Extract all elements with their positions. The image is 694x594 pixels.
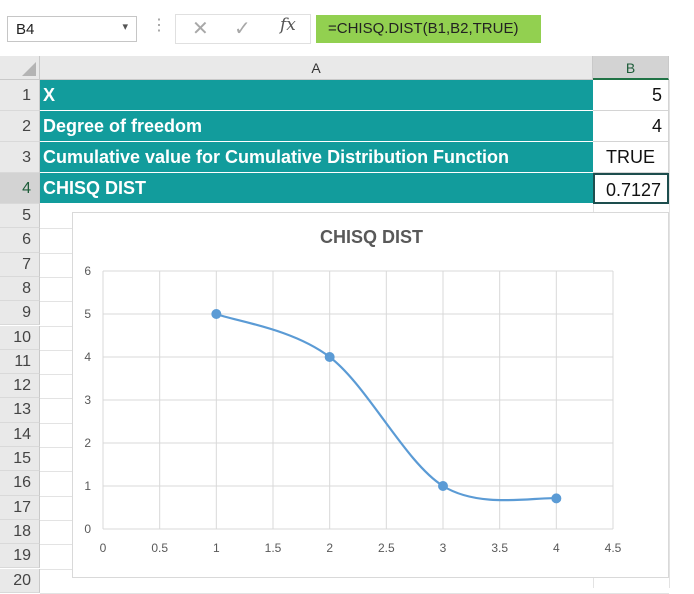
column-header-a[interactable]: A bbox=[40, 56, 593, 80]
row-header-16[interactable]: 16 bbox=[0, 471, 40, 496]
y-tick-label: 0 bbox=[84, 522, 91, 536]
row-header-14[interactable]: 14 bbox=[0, 422, 40, 447]
x-tick-label: 0.5 bbox=[151, 541, 168, 555]
series-line-0 bbox=[215, 312, 557, 502]
y-tick-label: 2 bbox=[84, 436, 91, 450]
row-header-4[interactable]: 4 bbox=[0, 173, 40, 204]
x-tick-label: 4 bbox=[553, 541, 560, 555]
x-tick-label: 2 bbox=[326, 541, 333, 555]
y-tick-label: 1 bbox=[84, 479, 91, 493]
formula-bar-buttons bbox=[175, 14, 311, 44]
select-all-icon bbox=[22, 62, 36, 76]
y-tick-label: 6 bbox=[84, 264, 91, 278]
row-header-17[interactable]: 17 bbox=[0, 495, 40, 520]
row-header-12[interactable]: 12 bbox=[0, 374, 40, 399]
row-header-7[interactable]: 7 bbox=[0, 252, 40, 277]
name-box[interactable]: B4 ▾ bbox=[7, 16, 137, 42]
x-tick-label: 3 bbox=[440, 541, 447, 555]
x-tick-label: 2.5 bbox=[378, 541, 395, 555]
enter-icon[interactable]: ✓ bbox=[234, 18, 251, 40]
chart[interactable]: 0 1 2 3 4 5 6 0 0.5 1 1.5 2 2.5 3 3.5 4 4.5 CHISQ DIST bbox=[72, 212, 669, 578]
cell-a3[interactable]: Cumulative value for Cumulative Distribu… bbox=[40, 142, 593, 173]
row-header-11[interactable]: 11 bbox=[0, 349, 40, 375]
chart-title: CHISQ DIST bbox=[319, 227, 423, 247]
x-tick-label: 4.5 bbox=[605, 541, 622, 555]
row-header-9[interactable]: 9 bbox=[0, 301, 40, 326]
formula-bar-grip-icon: ⋮ bbox=[151, 17, 167, 34]
cell-a4[interactable]: CHISQ DIST bbox=[40, 173, 593, 204]
cell-b1[interactable]: 5 bbox=[593, 80, 669, 111]
row-header-20[interactable]: 20 bbox=[0, 568, 40, 593]
row-header-1[interactable]: 1 bbox=[0, 80, 40, 111]
data-point-0-3 bbox=[551, 493, 562, 504]
row-header-6[interactable]: 6 bbox=[0, 228, 40, 253]
formula-input[interactable]: =CHISQ.DIST(B1,B2,TRUE) bbox=[316, 15, 541, 43]
x-tick-label: 1.5 bbox=[265, 541, 282, 555]
insert-function-icon[interactable]: fx bbox=[280, 15, 296, 35]
name-box-dropdown-icon[interactable]: ▾ bbox=[122, 21, 128, 33]
cancel-icon[interactable]: ✕ bbox=[192, 18, 209, 40]
column-divider-right bbox=[669, 80, 670, 588]
name-box-value: B4 bbox=[16, 21, 35, 38]
x-tick-label: 1 bbox=[213, 541, 220, 555]
data-point-0-0 bbox=[211, 309, 222, 319]
cell-b2[interactable]: 4 bbox=[593, 111, 669, 142]
row-header-8[interactable]: 8 bbox=[0, 276, 40, 302]
chart-plot: 0 1 2 3 4 5 6 0 0.5 1 1.5 2 2.5 3 3.5 4 4.5 bbox=[84, 264, 622, 555]
formula-bar: B4 ▾ ⋮ ✕ ✓ fx =CHISQ.DIST(B1,B2,TRUE) bbox=[0, 0, 694, 52]
row-header-19[interactable]: 19 bbox=[0, 544, 40, 569]
row-header-10[interactable]: 10 bbox=[0, 325, 40, 350]
cell-a1[interactable]: X bbox=[40, 80, 593, 111]
select-all-corner[interactable] bbox=[0, 56, 40, 80]
cell-b3[interactable]: TRUE bbox=[593, 142, 669, 173]
y-tick-label: 5 bbox=[84, 307, 91, 321]
cell-b4-active[interactable]: 0.7127 bbox=[593, 173, 669, 204]
data-point-0-1 bbox=[324, 352, 335, 362]
row-header-15[interactable]: 15 bbox=[0, 447, 40, 472]
column-header-b[interactable]: B bbox=[593, 56, 669, 80]
y-tick-label: 4 bbox=[84, 350, 91, 364]
data-point-0-2 bbox=[438, 481, 448, 491]
cell-a2[interactable]: Degree of freedom bbox=[40, 111, 593, 142]
x-tick-label: 0 bbox=[100, 541, 107, 555]
row-header-18[interactable]: 18 bbox=[0, 519, 40, 545]
x-tick-label: 3.5 bbox=[491, 541, 508, 555]
row-header-3[interactable]: 3 bbox=[0, 142, 40, 173]
row-header-5[interactable]: 5 bbox=[0, 204, 40, 229]
row-header-2[interactable]: 2 bbox=[0, 111, 40, 142]
y-tick-label: 3 bbox=[84, 393, 91, 407]
row-header-13[interactable]: 13 bbox=[0, 398, 40, 423]
